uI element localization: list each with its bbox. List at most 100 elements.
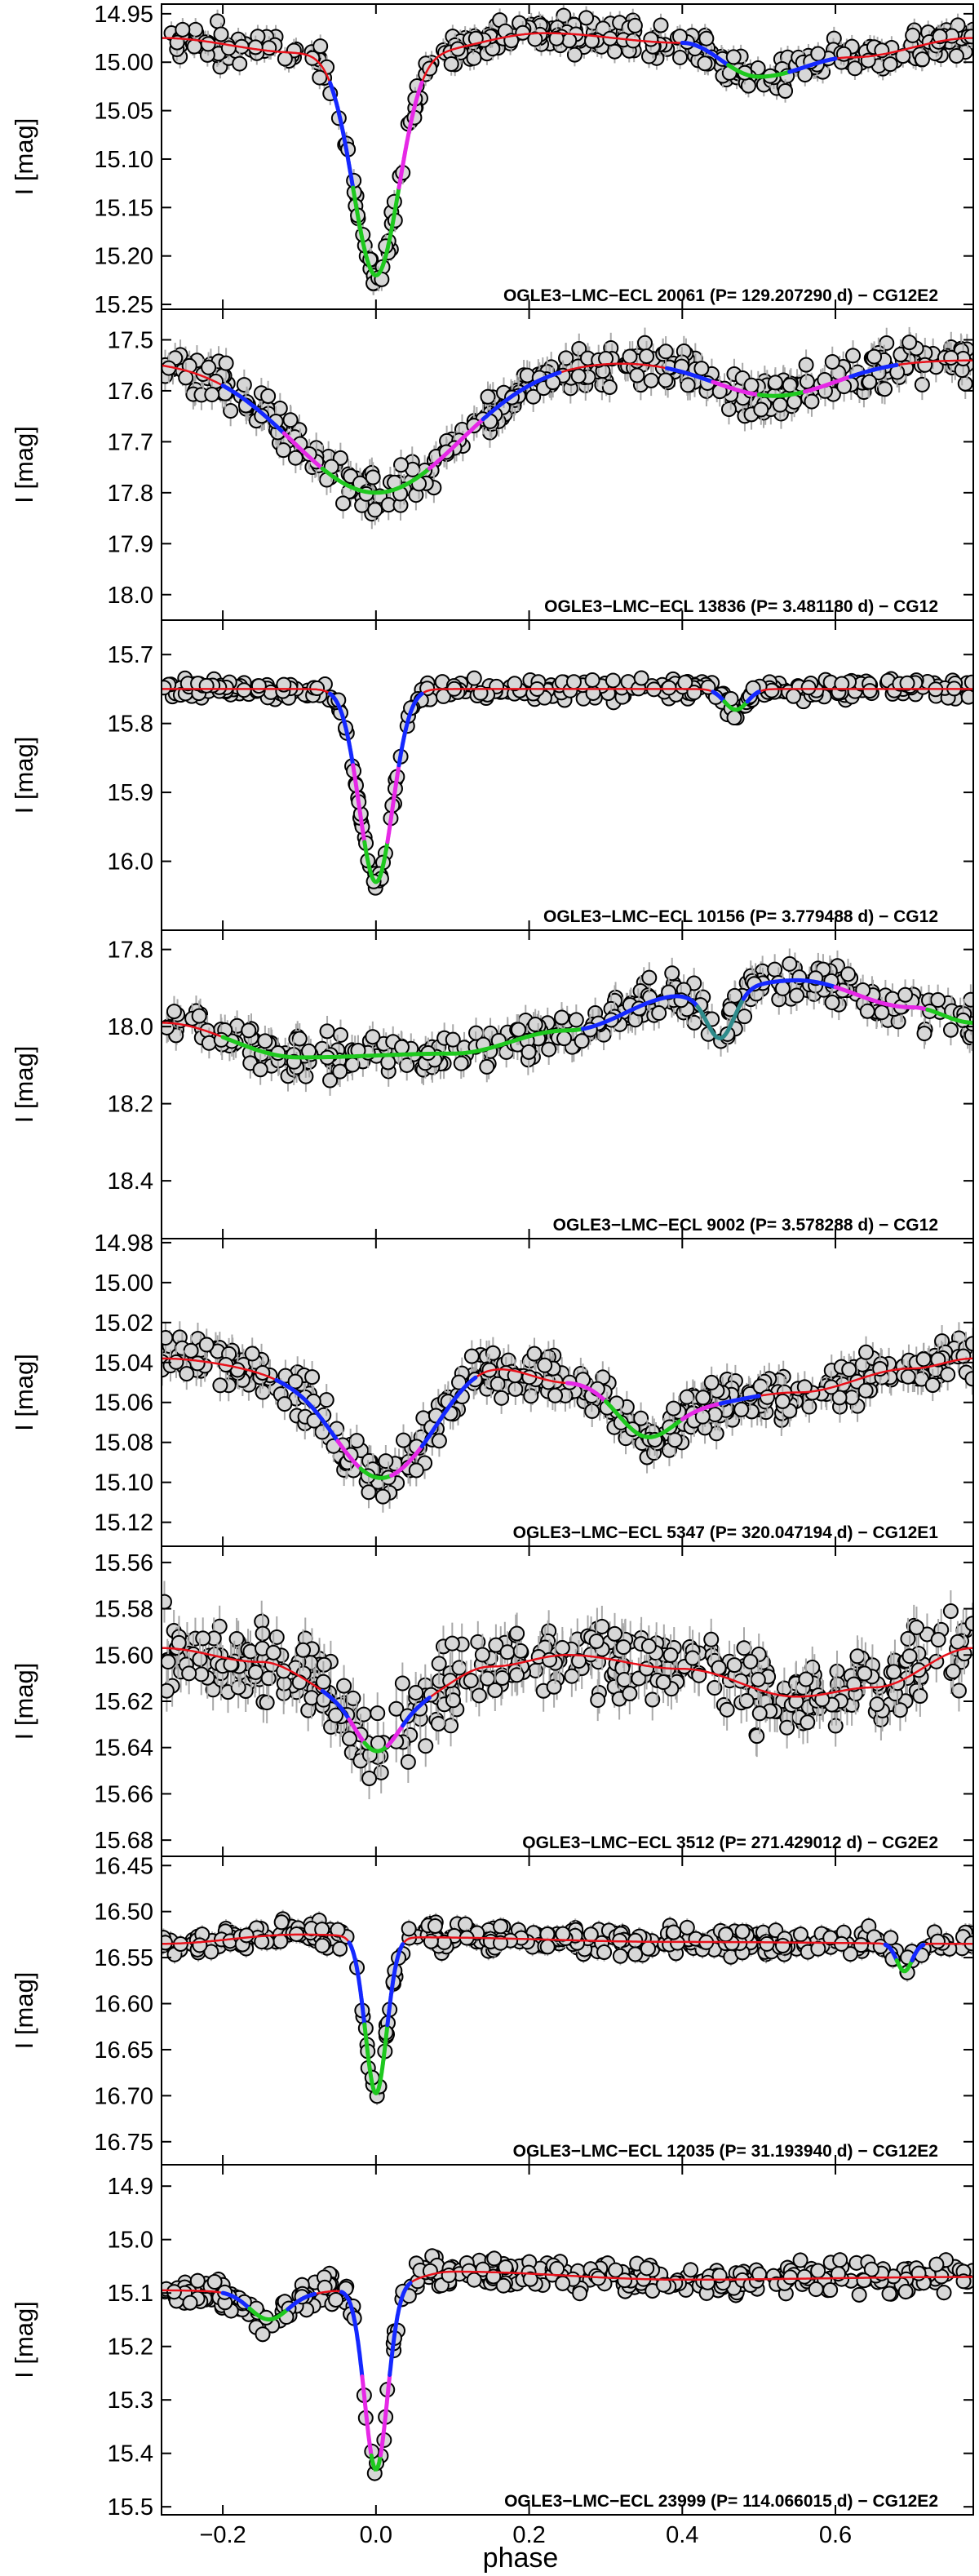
data-point (917, 357, 933, 373)
data-point (900, 1630, 916, 1647)
data-point (862, 374, 878, 390)
data-point (268, 1629, 285, 1645)
data-point (444, 1635, 460, 1652)
data-point (509, 1667, 525, 1683)
data-point (282, 412, 299, 428)
data-point (703, 1374, 720, 1390)
data-point (782, 377, 798, 393)
data-point (877, 381, 893, 397)
data-point (443, 1718, 459, 1734)
data-point (275, 442, 291, 459)
y-tick-label: 18.0 (108, 583, 153, 609)
y-tick-label: 15.02 (94, 1310, 153, 1337)
data-point (772, 397, 788, 413)
data-point (453, 1055, 469, 1071)
data-point (556, 7, 572, 24)
model-segment-green (358, 1466, 394, 1480)
data-point (181, 1665, 197, 1682)
data-point (736, 1640, 752, 1656)
data-point (380, 1054, 396, 1071)
data-point (442, 1673, 458, 1689)
data-point (356, 1706, 372, 1723)
y-axis-label: I [mag] (10, 1046, 38, 1124)
data-point (374, 1488, 391, 1505)
data-point (948, 48, 964, 64)
data-point (810, 46, 826, 62)
data-point (957, 375, 973, 392)
data-point (162, 1683, 175, 1699)
model-segment-green (351, 185, 401, 277)
data-point (751, 1705, 768, 1722)
data-point (547, 1387, 564, 1403)
model-segment-blue (396, 691, 424, 768)
data-point (914, 376, 930, 392)
data-point (882, 56, 898, 73)
data-point (200, 36, 216, 52)
model-segment-blue (680, 41, 731, 68)
data-point (565, 674, 582, 690)
data-point (800, 1714, 816, 1731)
data-point (779, 1719, 795, 1736)
data-point (277, 51, 293, 67)
data-point (365, 1029, 381, 1045)
data-point (204, 387, 220, 403)
data-point (940, 1367, 956, 1383)
data-point (774, 1393, 791, 1409)
data-point (664, 965, 680, 982)
data-point (228, 1630, 245, 1647)
data-point (304, 1369, 321, 1386)
data-point (370, 1705, 386, 1722)
model-segment-blue (711, 689, 727, 704)
y-tick-label: 15.64 (94, 1736, 153, 1762)
data-point (236, 377, 252, 393)
data-point (796, 1379, 813, 1395)
data-point (295, 1642, 312, 1658)
data-point (507, 676, 523, 692)
model-curves (162, 978, 973, 1060)
model-segment-blue (320, 1688, 352, 1722)
data-point (942, 1603, 959, 1620)
y-tick-label: 15.08 (94, 1430, 153, 1456)
data-point (300, 1702, 317, 1718)
data-point (568, 1012, 584, 1028)
data-point (679, 1389, 695, 1405)
data-point (400, 1754, 416, 1770)
data-point (554, 1009, 570, 1026)
data-point (537, 1357, 553, 1373)
panel-annotation: OGLE3−LMC−ECL 20061 (P= 129.207290 d) − … (503, 286, 938, 305)
data-point (408, 1462, 424, 1479)
data-point (733, 1401, 750, 1417)
y-tick-label: 17.6 (108, 379, 153, 405)
model-segment-blue (274, 1377, 340, 1443)
y-axis-label: I [mag] (10, 1354, 38, 1431)
y-tick-label: 15.20 (94, 244, 153, 270)
data-point (463, 1673, 479, 1689)
data-point (767, 375, 783, 391)
data-point (653, 17, 669, 33)
data-point (277, 1396, 293, 1412)
data-point (566, 47, 583, 63)
data-point (463, 1348, 480, 1364)
data-point (633, 670, 649, 686)
model-curves (162, 1357, 973, 1480)
data-point (697, 55, 713, 72)
model-segment-green (603, 1399, 684, 1439)
model-segment-magenta (385, 763, 401, 845)
data-point (943, 349, 959, 366)
data-point (162, 1019, 175, 1035)
data-point (698, 30, 715, 47)
model-segment-magenta (803, 375, 853, 394)
data-point (677, 674, 693, 690)
y-tick-label: 17.5 (108, 327, 153, 353)
data-point (564, 1668, 580, 1684)
model-segment-green (722, 699, 750, 712)
data-point (578, 10, 595, 26)
data-point (408, 1684, 424, 1700)
data-point (488, 1637, 504, 1653)
panel-3: 15.7 15.8 15.9 16.0 I [mag] OGLE3−LMC−ECL 101… (10, 619, 974, 931)
model-segment-green (362, 1740, 390, 1754)
data-point (804, 393, 820, 410)
data-point (885, 1664, 901, 1680)
y-tick-label: 15.68 (94, 1828, 153, 1854)
data-point (367, 502, 383, 518)
